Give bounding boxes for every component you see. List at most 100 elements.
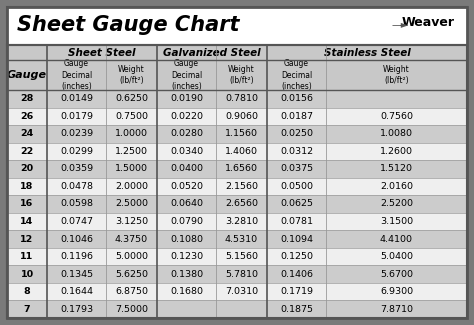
Bar xyxy=(7,248,467,266)
Text: 0.1196: 0.1196 xyxy=(60,252,93,261)
Bar xyxy=(7,90,467,108)
Text: 1.5120: 1.5120 xyxy=(380,164,413,174)
Text: 0.1080: 0.1080 xyxy=(170,235,203,243)
Text: Sheet Steel: Sheet Steel xyxy=(68,47,136,58)
Text: 0.1345: 0.1345 xyxy=(60,270,93,279)
Bar xyxy=(47,45,157,60)
Text: 0.1875: 0.1875 xyxy=(280,305,313,314)
Text: 5.0400: 5.0400 xyxy=(380,252,413,261)
Text: 16: 16 xyxy=(20,200,34,209)
Text: 0.0520: 0.0520 xyxy=(170,182,203,191)
Text: Gauge
Decimal
(inches): Gauge Decimal (inches) xyxy=(61,59,92,91)
Text: 2.0000: 2.0000 xyxy=(115,182,148,191)
Text: 0.0179: 0.0179 xyxy=(60,112,93,121)
Text: 2.1560: 2.1560 xyxy=(225,182,258,191)
Text: 0.9060: 0.9060 xyxy=(225,112,258,121)
Text: 0.0747: 0.0747 xyxy=(60,217,93,226)
Text: 0.0299: 0.0299 xyxy=(60,147,93,156)
Text: 11: 11 xyxy=(20,252,34,261)
Text: 0.0500: 0.0500 xyxy=(280,182,313,191)
Text: 0.1680: 0.1680 xyxy=(170,287,203,296)
Bar xyxy=(326,60,467,90)
Text: 7.8710: 7.8710 xyxy=(380,305,413,314)
Bar xyxy=(7,7,467,45)
Bar xyxy=(7,45,47,90)
Bar xyxy=(157,45,267,60)
Bar xyxy=(7,230,467,248)
Text: 7.5000: 7.5000 xyxy=(115,305,148,314)
Text: 5.1560: 5.1560 xyxy=(225,252,258,261)
Text: 5.6700: 5.6700 xyxy=(380,270,413,279)
Text: 0.0790: 0.0790 xyxy=(170,217,203,226)
Text: 3.1500: 3.1500 xyxy=(380,217,413,226)
Text: 10: 10 xyxy=(20,270,34,279)
Text: Stainless Steel: Stainless Steel xyxy=(324,47,410,58)
Bar xyxy=(7,195,467,213)
Text: 2.5000: 2.5000 xyxy=(115,200,148,209)
Text: 0.1046: 0.1046 xyxy=(60,235,93,243)
Text: 0.0340: 0.0340 xyxy=(170,147,203,156)
Text: 7: 7 xyxy=(24,305,30,314)
Text: 0.0239: 0.0239 xyxy=(60,129,93,138)
Text: 0.1250: 0.1250 xyxy=(280,252,313,261)
Text: 1.0000: 1.0000 xyxy=(115,129,148,138)
Bar xyxy=(106,60,157,90)
Text: 28: 28 xyxy=(20,94,34,103)
Text: 1.6560: 1.6560 xyxy=(225,164,258,174)
Text: 20: 20 xyxy=(20,164,34,174)
Bar xyxy=(267,45,467,60)
Text: Gauge
Decimal
(inches): Gauge Decimal (inches) xyxy=(281,59,312,91)
Text: 0.6250: 0.6250 xyxy=(115,94,148,103)
Text: Weight
(lb/ft²): Weight (lb/ft²) xyxy=(383,65,410,85)
Bar xyxy=(7,108,467,125)
Bar xyxy=(7,266,467,283)
Text: 1.5000: 1.5000 xyxy=(115,164,148,174)
Text: 0.0149: 0.0149 xyxy=(60,94,93,103)
Text: 14: 14 xyxy=(20,217,34,226)
Bar xyxy=(157,60,216,90)
Text: 8: 8 xyxy=(24,287,30,296)
Text: 0.0400: 0.0400 xyxy=(170,164,203,174)
Bar xyxy=(7,125,467,143)
Text: Galvanized Steel: Galvanized Steel xyxy=(163,47,261,58)
Text: 1.0080: 1.0080 xyxy=(380,129,413,138)
Text: 0.7500: 0.7500 xyxy=(115,112,148,121)
Text: 3.2810: 3.2810 xyxy=(225,217,258,226)
Text: 0.0190: 0.0190 xyxy=(170,94,203,103)
Text: 1.2500: 1.2500 xyxy=(115,147,148,156)
Text: 1.4060: 1.4060 xyxy=(225,147,258,156)
Text: 26: 26 xyxy=(20,112,34,121)
Text: 0.0375: 0.0375 xyxy=(280,164,313,174)
Text: 6.9300: 6.9300 xyxy=(380,287,413,296)
Text: 0.1719: 0.1719 xyxy=(280,287,313,296)
Text: 1.1560: 1.1560 xyxy=(225,129,258,138)
Text: 0.7810: 0.7810 xyxy=(225,94,258,103)
Text: 5.6250: 5.6250 xyxy=(115,270,148,279)
Text: 2.5200: 2.5200 xyxy=(380,200,413,209)
Text: 5.7810: 5.7810 xyxy=(225,270,258,279)
Bar xyxy=(267,60,326,90)
Text: 1.2600: 1.2600 xyxy=(380,147,413,156)
Text: 4.5310: 4.5310 xyxy=(225,235,258,243)
Text: Gauge
Decimal
(inches): Gauge Decimal (inches) xyxy=(171,59,202,91)
Text: 6.8750: 6.8750 xyxy=(115,287,148,296)
Text: 2.6560: 2.6560 xyxy=(225,200,258,209)
Text: Sheet Gauge Chart: Sheet Gauge Chart xyxy=(17,15,239,35)
Bar xyxy=(47,60,106,90)
Bar xyxy=(7,300,467,318)
Bar xyxy=(7,45,467,318)
Bar xyxy=(7,178,467,195)
Text: 0.0156: 0.0156 xyxy=(280,94,313,103)
Text: 0.1094: 0.1094 xyxy=(280,235,313,243)
Text: 0.0625: 0.0625 xyxy=(280,200,313,209)
Text: 0.0280: 0.0280 xyxy=(170,129,203,138)
Text: 0.0598: 0.0598 xyxy=(60,200,93,209)
Text: Weight
(lb/ft²): Weight (lb/ft²) xyxy=(228,65,255,85)
Text: Gauge: Gauge xyxy=(7,70,47,80)
Text: 0.0187: 0.0187 xyxy=(280,112,313,121)
Text: 0.0478: 0.0478 xyxy=(60,182,93,191)
Bar xyxy=(7,213,467,230)
Bar xyxy=(7,143,467,160)
Bar xyxy=(7,160,467,178)
Text: 0.0359: 0.0359 xyxy=(60,164,93,174)
